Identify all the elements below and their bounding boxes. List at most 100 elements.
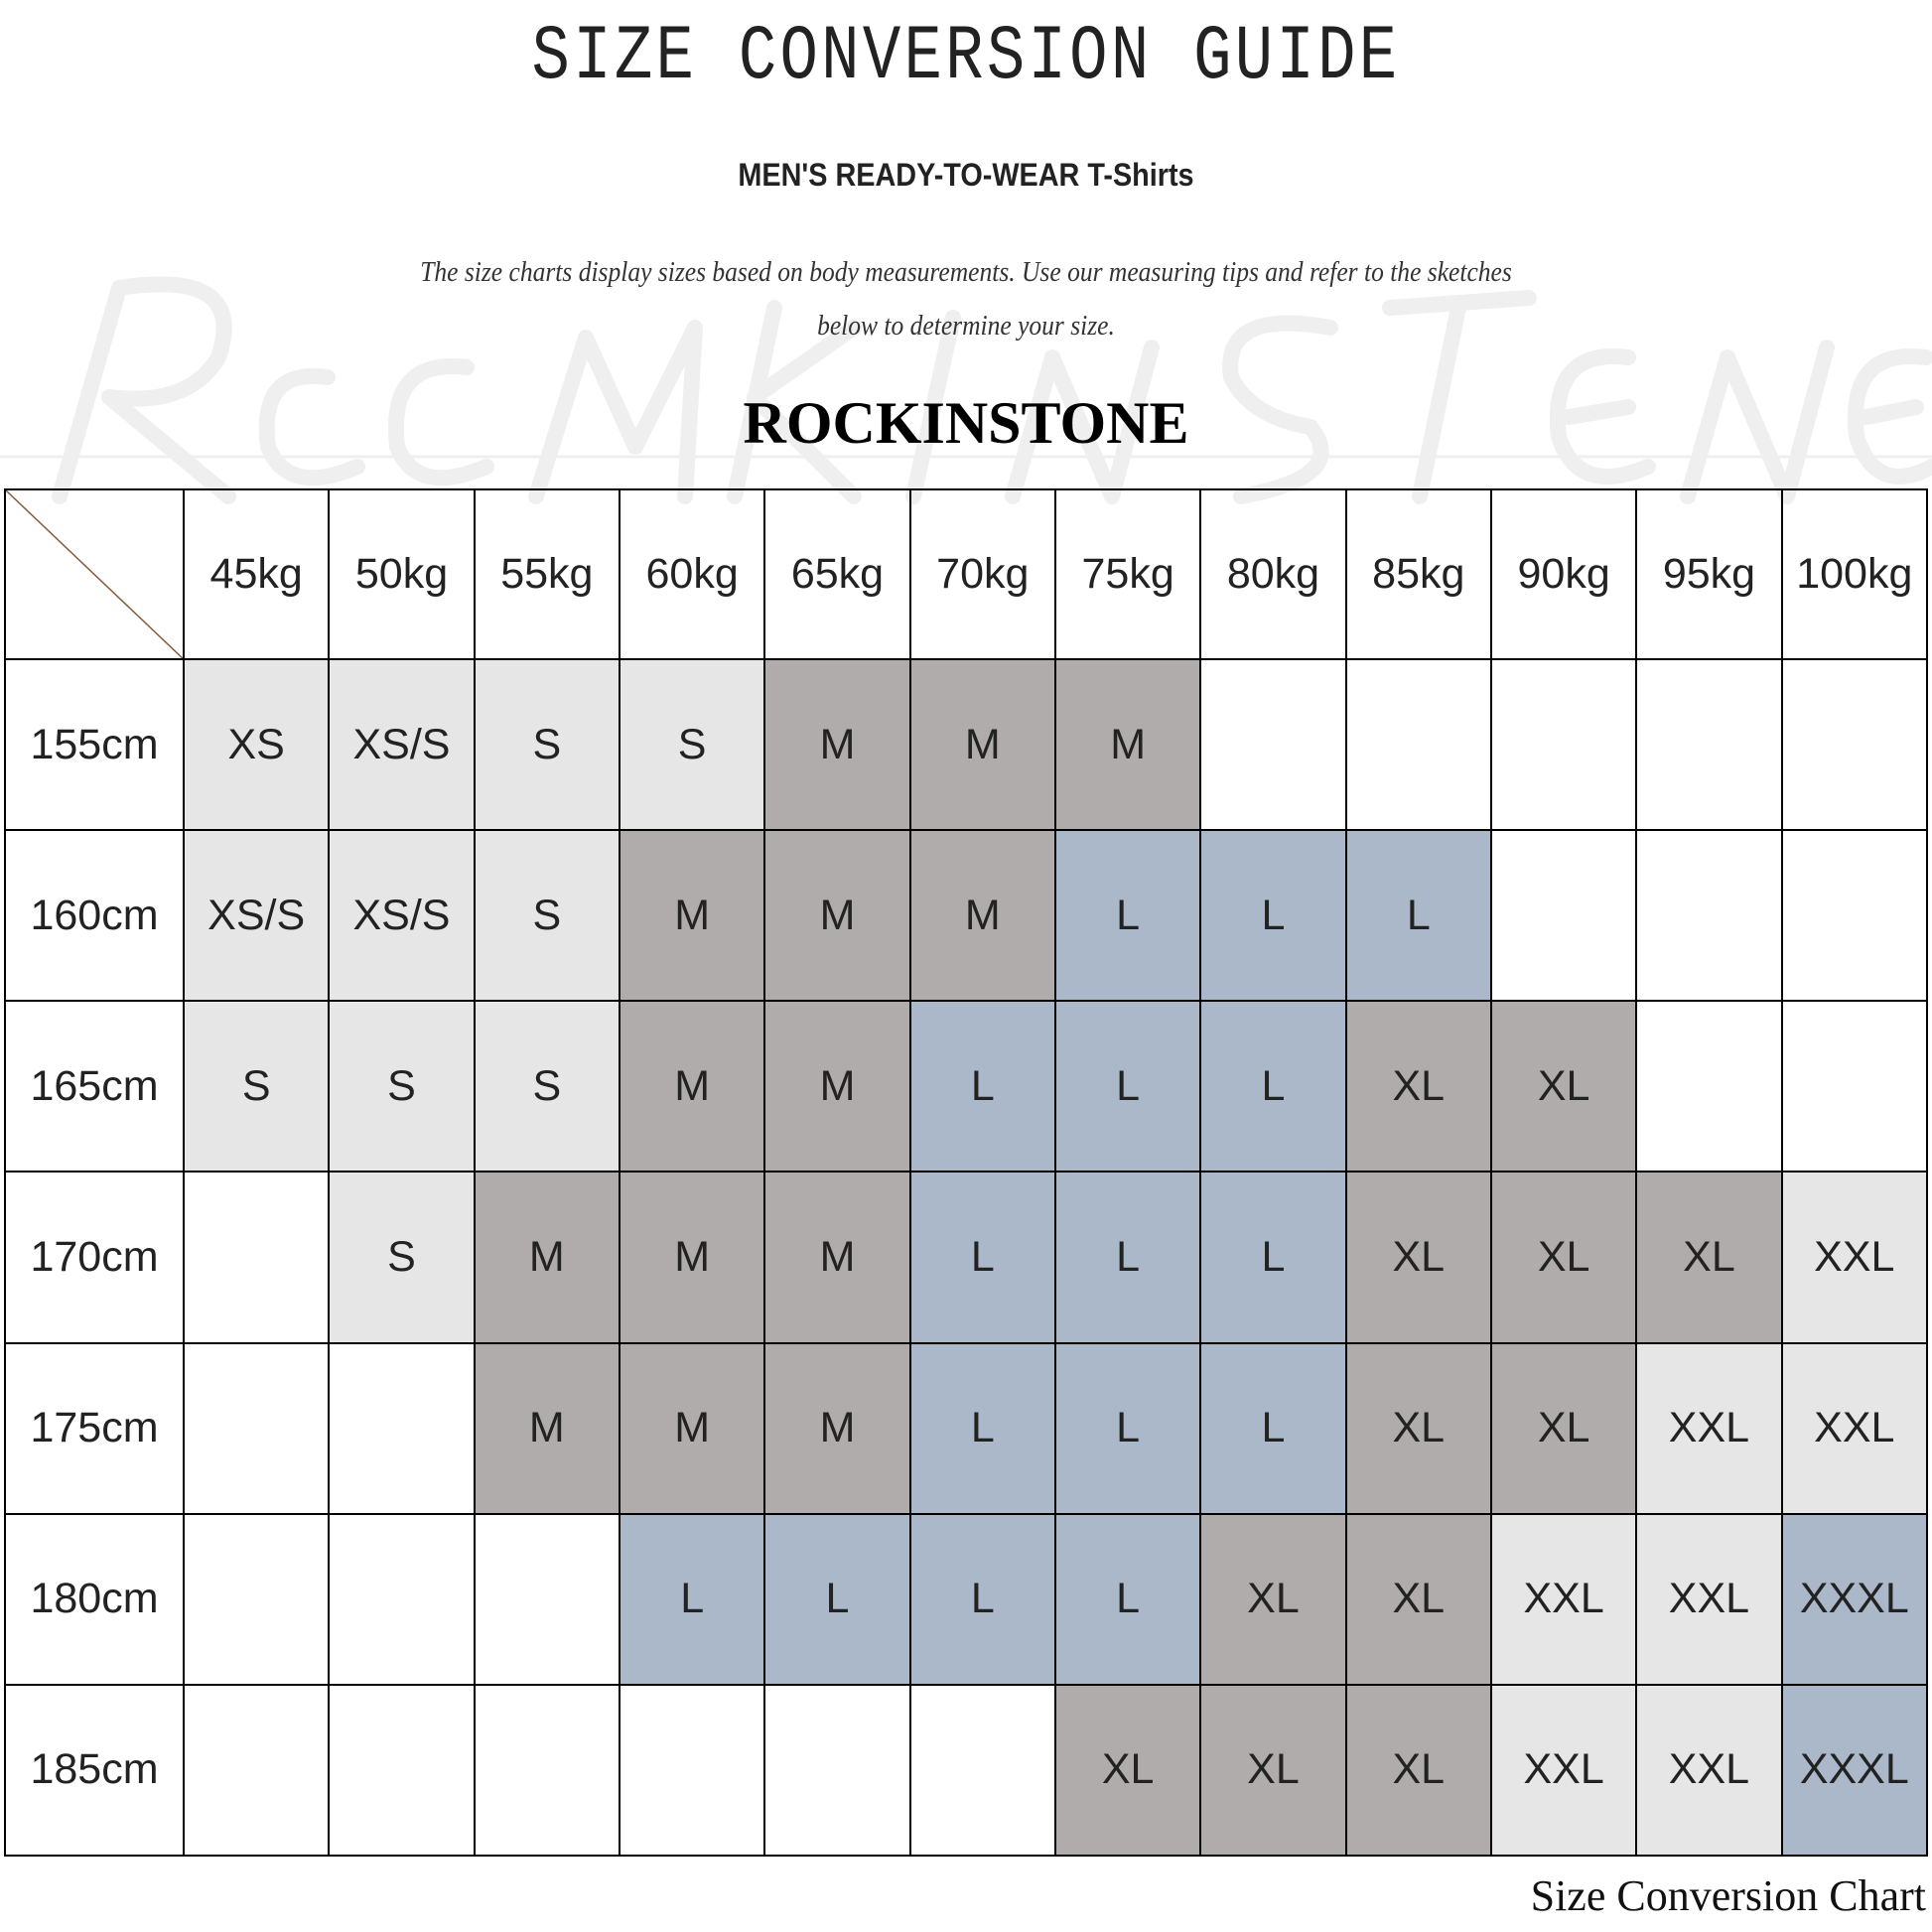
size-cell: S (473, 829, 621, 1003)
column-header: 70kg (908, 487, 1056, 661)
row-header: 185cm (4, 1683, 185, 1858)
size-cell (618, 1683, 766, 1858)
size-cell: S (328, 1171, 476, 1344)
size-cell: L (1199, 1341, 1347, 1515)
table-row: 175cm M M M L L L XL XL XXL XXL (4, 1341, 1929, 1515)
size-cell: M (908, 658, 1056, 832)
size-cell: L (1344, 829, 1492, 1003)
size-cell: XL (1199, 1683, 1347, 1858)
size-cell (908, 1683, 1056, 1858)
size-cell: XS/S (182, 829, 331, 1003)
size-cell (1780, 1000, 1929, 1173)
footer-caption: Size Conversion Chart (1530, 1871, 1926, 1920)
intro-text-line-1: The size charts display sizes based on b… (420, 256, 1512, 288)
size-cell: XXL (1635, 1341, 1783, 1515)
size-cell: M (618, 829, 766, 1003)
size-cell: S (473, 658, 621, 832)
size-cell: XXL (1489, 1683, 1638, 1858)
size-cell: XL (1344, 1341, 1492, 1515)
size-cell: M (763, 1000, 911, 1173)
size-cell: M (763, 1341, 911, 1515)
intro-text-line-2: below to determine your size. (817, 310, 1115, 342)
size-cell: L (1053, 1341, 1202, 1515)
size-cell (328, 1512, 476, 1686)
size-cell: L (1053, 1000, 1202, 1173)
column-header: 75kg (1053, 487, 1202, 661)
size-cell: L (1053, 829, 1202, 1003)
size-cell: XS/S (328, 829, 476, 1003)
size-cell: XS (182, 658, 331, 832)
size-cell: L (908, 1171, 1056, 1344)
table-row: 170cm S M M M L L L XL XL XL XXL (4, 1171, 1929, 1344)
size-cell: L (618, 1512, 766, 1686)
table-row: 180cm L L L L XL XL XXL XXL XXXL (4, 1512, 1929, 1686)
column-header: 100kg (1780, 487, 1929, 661)
size-cell (182, 1341, 331, 1515)
size-cell: M (473, 1171, 621, 1344)
row-header: 170cm (4, 1171, 185, 1344)
page-subtitle: MEN'S READY-TO-WEAR T-Shirts (738, 157, 1194, 193)
size-cell: XXL (1780, 1171, 1929, 1344)
size-cell (1489, 658, 1638, 832)
size-cell: M (763, 1171, 911, 1344)
size-cell: XL (1344, 1171, 1492, 1344)
size-cell: XXL (1489, 1512, 1638, 1686)
size-cell: L (1199, 1000, 1347, 1173)
row-header: 160cm (4, 829, 185, 1003)
size-cell: XXL (1635, 1512, 1783, 1686)
size-cell: XL (1199, 1512, 1347, 1686)
brand-name: ROCKINSTONE (743, 390, 1189, 456)
column-header: 55kg (473, 487, 621, 661)
watermark-logo (0, 276, 1932, 504)
size-cell (473, 1683, 621, 1858)
size-cell: M (908, 829, 1056, 1003)
column-header: 80kg (1199, 487, 1347, 661)
size-cell (1635, 1000, 1783, 1173)
size-cell: XL (1344, 1000, 1492, 1173)
size-cell (182, 1683, 331, 1858)
size-cell: M (1053, 658, 1202, 832)
table-row: 185cm XL XL XL XXL XXL XXXL (4, 1683, 1929, 1858)
size-cell (1780, 829, 1929, 1003)
size-cell: XL (1344, 1683, 1492, 1858)
size-cell: XL (1489, 1000, 1638, 1173)
size-cell (182, 1512, 331, 1686)
size-cell: L (1199, 829, 1347, 1003)
column-header: 90kg (1489, 487, 1638, 661)
size-cell: XL (1053, 1683, 1202, 1858)
corner-cell (4, 487, 185, 661)
size-cell: M (618, 1171, 766, 1344)
size-cell: XL (1344, 1512, 1492, 1686)
size-cell: XL (1635, 1171, 1783, 1344)
size-cell (1489, 829, 1638, 1003)
size-cell (1199, 658, 1347, 832)
size-cell: M (618, 1000, 766, 1173)
row-header: 155cm (4, 658, 185, 832)
size-cell: XS/S (328, 658, 476, 832)
size-cell: XL (1489, 1171, 1638, 1344)
size-cell: L (1199, 1171, 1347, 1344)
size-cell (1780, 658, 1929, 832)
column-header: 65kg (763, 487, 911, 661)
page-title: SIZE CONVERSION GUIDE (531, 14, 1401, 101)
row-header: 165cm (4, 1000, 185, 1173)
size-table: 45kg 50kg 55kg 60kg 65kg 70kg 75kg 80kg 85kg 90kg… (4, 487, 1929, 1858)
column-header: 60kg (618, 487, 766, 661)
size-cell: L (1053, 1512, 1202, 1686)
size-cell (328, 1341, 476, 1515)
size-cell: M (763, 829, 911, 1003)
size-cell: XXXL (1780, 1512, 1929, 1686)
column-header: 50kg (328, 487, 476, 661)
size-cell: M (763, 658, 911, 832)
table-header-row: 45kg 50kg 55kg 60kg 65kg 70kg 75kg 80kg 85kg 90kg… (4, 487, 1929, 661)
size-cell: M (618, 1341, 766, 1515)
size-cell: XXL (1780, 1341, 1929, 1515)
size-cell: S (328, 1000, 476, 1173)
diagonal-line-icon (6, 490, 183, 658)
size-cell: L (908, 1512, 1056, 1686)
size-cell (473, 1512, 621, 1686)
column-header: 85kg (1344, 487, 1492, 661)
size-cell: L (763, 1512, 911, 1686)
size-cell: S (618, 658, 766, 832)
size-cell: XL (1489, 1341, 1638, 1515)
